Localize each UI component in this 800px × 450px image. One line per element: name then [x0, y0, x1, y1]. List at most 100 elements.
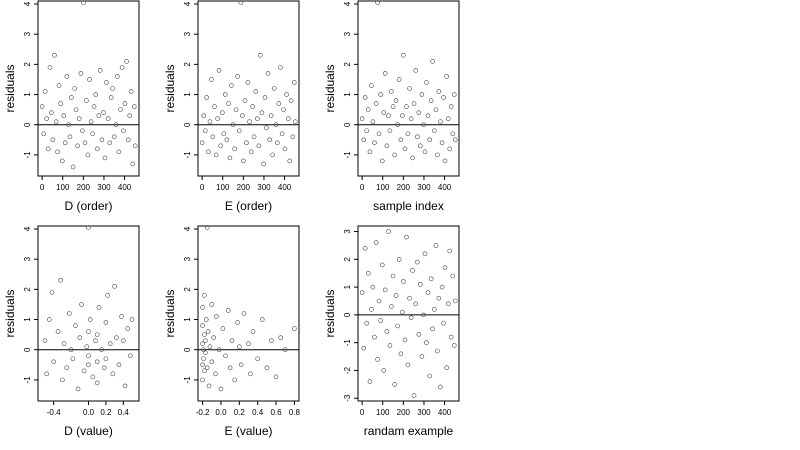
y-tick-label: 1	[183, 317, 192, 322]
y-tick-label: 2	[183, 62, 192, 67]
data-point	[124, 59, 129, 64]
data-point	[451, 92, 457, 97]
data-point	[369, 307, 374, 312]
data-point	[132, 143, 138, 149]
data-point	[64, 74, 70, 79]
y-tick-label: 1	[23, 92, 32, 97]
data-point	[51, 359, 56, 365]
data-point	[367, 149, 373, 155]
data-point	[378, 318, 383, 323]
y-tick-label: 1	[343, 284, 352, 289]
x-tick-label: 0	[360, 408, 365, 417]
data-point	[400, 309, 405, 315]
data-point	[428, 98, 434, 103]
data-point	[201, 113, 207, 118]
data-point	[204, 225, 210, 230]
data-point	[49, 110, 54, 115]
data-point	[427, 373, 433, 379]
data-point	[113, 122, 119, 128]
data-point	[250, 104, 255, 109]
data-point	[227, 155, 233, 161]
data-point	[201, 356, 206, 362]
data-point	[96, 305, 102, 310]
data-point	[114, 335, 119, 340]
data-point	[60, 158, 65, 164]
data-point	[226, 101, 231, 106]
data-point	[268, 113, 274, 118]
data-point	[291, 80, 297, 85]
data-point	[93, 338, 98, 343]
data-point	[80, 128, 85, 134]
data-point	[450, 131, 456, 137]
data-point	[207, 344, 213, 349]
data-point	[247, 119, 252, 124]
data-point	[445, 116, 451, 121]
x-tick-label: 300	[417, 408, 431, 417]
data-point	[273, 122, 279, 128]
data-point	[41, 131, 47, 137]
data-point	[125, 137, 131, 143]
data-point	[206, 383, 212, 389]
data-point	[439, 140, 445, 146]
data-point	[81, 0, 86, 5]
data-point	[75, 143, 80, 149]
data-point	[42, 338, 48, 343]
data-point	[42, 89, 48, 94]
x-tick-label: 400	[438, 183, 452, 192]
data-point	[78, 71, 84, 76]
data-point	[438, 384, 443, 390]
data-point	[99, 137, 105, 143]
data-point	[410, 155, 415, 161]
data-point	[226, 308, 231, 313]
data-point	[279, 131, 285, 137]
data-point	[119, 65, 125, 70]
data-point	[105, 293, 110, 298]
data-point	[435, 152, 440, 158]
data-point	[392, 382, 397, 387]
data-point	[411, 393, 417, 398]
scatter-panel-5: -0.2 0.0 0.2 0.4 0.6 0.8 -1 0 1 2 3 4 E (value) resid…	[163, 225, 301, 438]
data-point	[381, 110, 387, 115]
data-point	[450, 273, 456, 279]
x-tick-label: 400	[278, 183, 292, 192]
data-point	[376, 298, 382, 304]
data-point	[61, 113, 67, 118]
data-point	[118, 107, 123, 112]
data-point	[77, 335, 83, 340]
data-point	[229, 338, 235, 343]
x-tick-label: 0.6	[270, 408, 282, 417]
data-point	[381, 368, 387, 373]
y-tick-label: -1	[23, 376, 32, 384]
data-point	[433, 107, 439, 112]
data-point	[448, 334, 454, 340]
data-point	[410, 268, 415, 273]
data-point	[413, 301, 419, 307]
data-point	[424, 340, 429, 345]
data-point	[94, 332, 100, 337]
x-tick-label: 300	[417, 183, 431, 192]
y-tick-label: 2	[23, 62, 32, 67]
data-point	[90, 374, 96, 380]
data-point	[84, 344, 90, 349]
data-point	[404, 234, 409, 240]
data-point	[94, 380, 100, 386]
data-point	[95, 146, 100, 152]
data-point	[52, 53, 57, 58]
data-point	[223, 353, 228, 359]
x-axis-title: E (order)	[225, 199, 272, 213]
data-point	[241, 311, 247, 316]
data-point	[386, 229, 391, 234]
data-point	[419, 92, 425, 97]
data-point	[211, 335, 216, 340]
y-axis-title: residuals	[3, 64, 17, 112]
x-tick-label: 100	[216, 183, 230, 192]
data-point	[209, 77, 214, 82]
data-point	[213, 371, 218, 377]
data-point	[395, 323, 400, 329]
data-point	[372, 140, 377, 146]
data-point	[361, 137, 367, 143]
x-tick-label: 0.4	[118, 408, 130, 417]
data-point	[390, 104, 396, 109]
data-point	[73, 107, 79, 112]
data-point	[55, 149, 60, 155]
